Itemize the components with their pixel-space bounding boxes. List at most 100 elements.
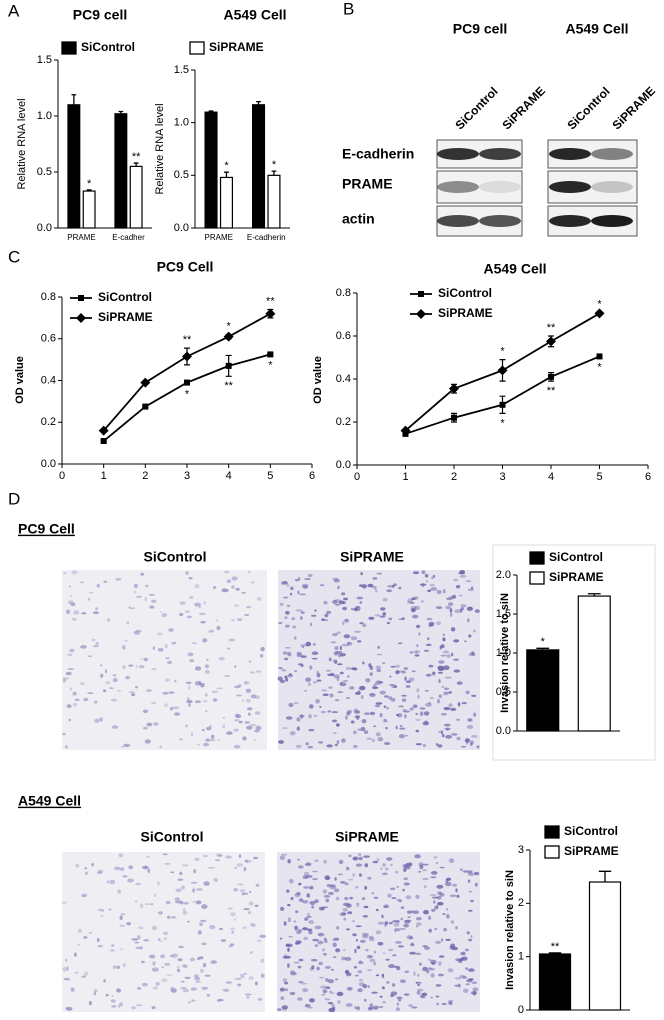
cell [331, 711, 339, 714]
cell [170, 988, 177, 993]
cell [194, 666, 202, 671]
cell [437, 901, 444, 906]
cell [234, 665, 237, 668]
cell [225, 981, 233, 984]
cell [353, 608, 361, 612]
cell [411, 597, 416, 600]
cell [459, 868, 463, 871]
cell [371, 586, 377, 589]
cell [99, 717, 103, 722]
cell [106, 880, 110, 884]
cell [467, 968, 475, 972]
cell [388, 921, 393, 925]
cell [338, 873, 343, 876]
cell [119, 867, 125, 871]
cell [294, 961, 300, 964]
marker [400, 425, 411, 436]
cell [458, 594, 463, 597]
cell [442, 637, 446, 642]
cell [296, 726, 300, 731]
cell [216, 625, 221, 631]
cell [411, 670, 416, 673]
cell [298, 865, 304, 869]
cell [289, 731, 296, 736]
cell [373, 1005, 379, 1010]
cell [299, 593, 306, 596]
cell [398, 618, 406, 621]
cell [222, 716, 225, 720]
cell [281, 1005, 289, 1010]
cell [256, 597, 262, 601]
cell [356, 596, 364, 600]
cell [287, 674, 294, 678]
blot-band [479, 181, 521, 193]
cell [311, 657, 318, 660]
cell [468, 890, 472, 893]
cell [446, 914, 450, 919]
marker [223, 331, 234, 342]
cell [203, 962, 207, 968]
error-bar [536, 647, 550, 650]
cell [308, 920, 315, 925]
cell [72, 617, 77, 621]
cell [324, 875, 330, 878]
cell [466, 724, 474, 729]
cell [206, 658, 209, 661]
cell [243, 681, 250, 685]
cell [288, 702, 294, 708]
cell [194, 584, 200, 589]
cell [255, 883, 260, 887]
cell [158, 911, 163, 915]
cell [202, 638, 208, 643]
cell [192, 900, 196, 903]
cell [297, 997, 303, 1001]
cell [89, 591, 94, 594]
cell [363, 855, 370, 858]
cell [471, 734, 478, 738]
cell [344, 897, 349, 900]
cell [135, 595, 143, 598]
cell [105, 993, 109, 997]
cell [379, 615, 386, 618]
cell [95, 642, 100, 645]
cell [290, 586, 294, 591]
cell [294, 636, 297, 640]
blot-box [436, 170, 523, 204]
significance: * [268, 359, 273, 371]
cell [226, 579, 231, 583]
cell [206, 726, 212, 731]
cell [209, 925, 216, 930]
cell [380, 867, 383, 871]
cell [395, 941, 402, 944]
cell [468, 938, 473, 942]
cell [205, 710, 208, 713]
cell [153, 893, 157, 897]
cell [371, 991, 378, 994]
cell [397, 945, 405, 948]
cell [236, 618, 243, 622]
cell [288, 673, 292, 676]
cell [443, 706, 451, 711]
cell [144, 739, 151, 744]
cell [369, 672, 373, 676]
cell [305, 641, 312, 647]
cell [415, 712, 419, 716]
cell [237, 883, 244, 886]
cell [365, 948, 369, 952]
cell [222, 588, 229, 593]
cell [131, 1006, 137, 1010]
cell [358, 979, 363, 982]
cell [78, 928, 82, 933]
cell [150, 903, 154, 906]
cell [419, 962, 422, 966]
cell [373, 961, 377, 966]
cell [332, 1006, 336, 1010]
cell [230, 943, 234, 946]
cell [308, 682, 311, 687]
cell [109, 687, 114, 689]
cell [407, 600, 410, 604]
cell [450, 920, 455, 924]
cell [422, 966, 428, 972]
cell [65, 671, 72, 676]
cell [400, 979, 406, 983]
